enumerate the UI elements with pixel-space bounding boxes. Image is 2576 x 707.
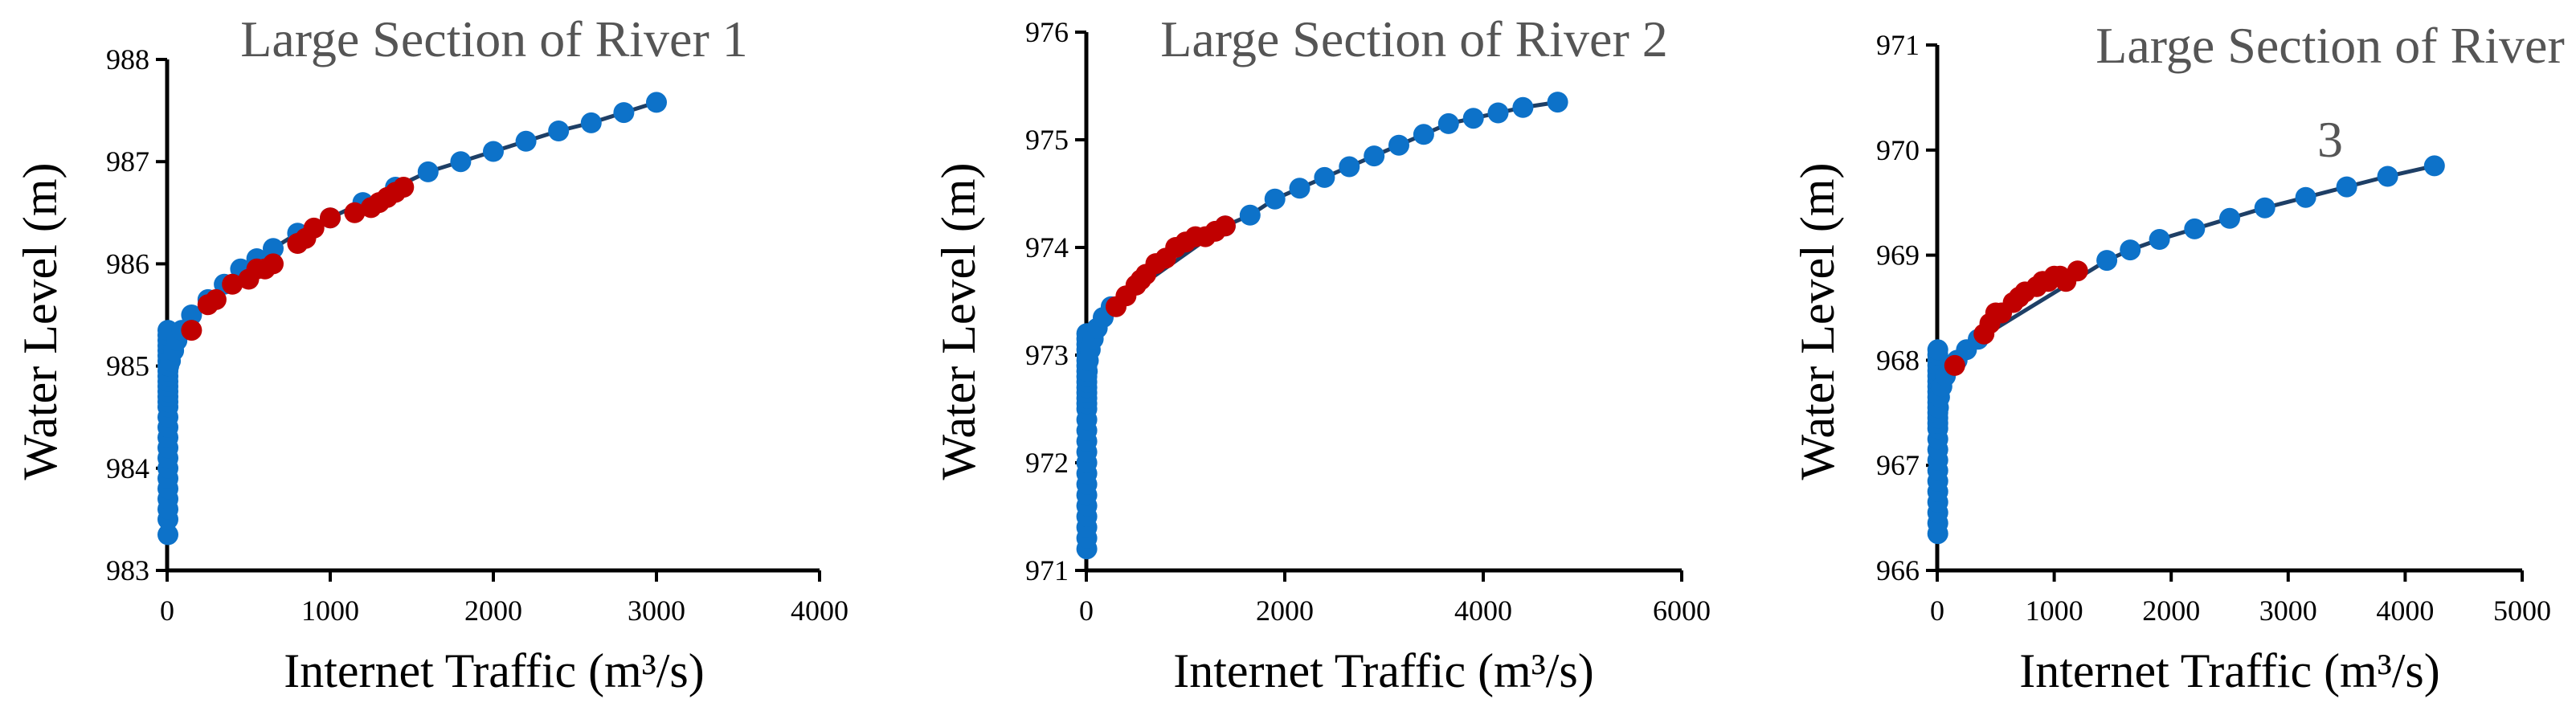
y-tick-label: 971 (1025, 554, 1069, 586)
fitted-point (483, 141, 504, 162)
fitted-point (613, 102, 635, 124)
fitted-point (2295, 186, 2316, 208)
fitted-point (2149, 229, 2170, 250)
fitted-point (181, 304, 202, 325)
rating-curve-line (1936, 163, 2435, 534)
x-tick-label: 3000 (628, 595, 685, 627)
fitted-point (1547, 92, 1568, 113)
measured-point (205, 288, 227, 310)
y-tick-label: 966 (1876, 554, 1920, 586)
x-tick-label: 0 (1079, 595, 1094, 627)
measured-point (263, 253, 284, 275)
chart-title: 3 (2317, 111, 2343, 168)
fitted-point (2254, 197, 2275, 219)
fitted-point (450, 151, 472, 173)
y-tick-label: 969 (1876, 239, 1920, 272)
measured-point (344, 202, 366, 223)
fitted-point (548, 121, 570, 141)
x-tick-label: 0 (160, 595, 174, 627)
fitted-point (1264, 188, 1286, 210)
y-tick-label: 983 (106, 554, 149, 586)
x-tick-label: 0 (1930, 595, 1944, 627)
y-tick-label: 987 (106, 145, 149, 178)
y-tick-label: 968 (1876, 344, 1920, 376)
measured-point (222, 273, 243, 295)
x-tick-label: 1000 (2026, 595, 2083, 627)
x-tick-label: 2000 (2142, 595, 2200, 627)
measured-point (393, 177, 415, 198)
x-tick-label: 6000 (1653, 595, 1711, 627)
fitted-point (417, 161, 439, 182)
fitted-point (2184, 218, 2206, 239)
y-tick-label: 974 (1025, 231, 1069, 264)
measured-point (1214, 215, 1236, 237)
fitted-point (1487, 102, 1509, 124)
x-tick-label: 4000 (2376, 595, 2434, 627)
measured-point (320, 207, 341, 229)
fitted-point (1388, 134, 1409, 156)
x-axis-title: Internet Traffic (m³/s) (284, 644, 704, 697)
y-tick-label: 970 (1876, 134, 1920, 166)
fitted-point (646, 92, 667, 113)
x-tick-label: 4000 (1454, 595, 1512, 627)
y-tick-label: 972 (1025, 447, 1069, 479)
y-axis-title: Water Level (m) (932, 163, 985, 480)
fitted-point (1927, 339, 1948, 361)
y-tick-label: 988 (106, 43, 149, 76)
rating-curve-line (166, 100, 657, 535)
fitted-point (1364, 145, 1385, 167)
chart-title: Large Section of River 2 (1160, 10, 1668, 67)
chart-title: Large Section of River (2096, 17, 2565, 74)
measured-point (1944, 354, 1965, 376)
x-tick-label: 3000 (2259, 595, 2317, 627)
fitted-point (1437, 112, 1459, 134)
y-tick-label: 967 (1876, 449, 1920, 481)
y-tick-label: 985 (106, 350, 149, 382)
y-tick-label: 984 (106, 452, 149, 484)
fitted-point (1462, 108, 1484, 129)
measured-point (2067, 260, 2088, 282)
measured-point (303, 217, 325, 239)
x-tick-label: 2000 (464, 595, 522, 627)
y-tick-label: 975 (1025, 124, 1069, 156)
fitted-point (515, 130, 537, 152)
x-tick-label: 4000 (791, 595, 848, 627)
y-axis-title: Water Level (m) (1791, 163, 1844, 480)
fitted-point (2336, 176, 2357, 198)
x-tick-label: 2000 (1256, 595, 1314, 627)
x-axis-title: Internet Traffic (m³/s) (2019, 644, 2439, 697)
fitted-point (1239, 204, 1261, 226)
y-tick-label: 986 (106, 247, 149, 280)
chart-1: 983 984 985 986 987 988 0 1000 2000 3000 4000 Large… (14, 10, 848, 697)
x-tick-label: 5000 (2493, 595, 2551, 627)
chart-title: Large Section of River 1 (240, 10, 748, 67)
y-tick-label: 971 (1876, 29, 1920, 61)
chart-2: 971 972 973 974 975 976 0 2000 4000 6000 Large Sec… (932, 10, 1711, 697)
y-axis-title: Water Level (m) (14, 163, 67, 480)
fitted-point (1289, 178, 1310, 199)
chart-3: 966 967 968 969 970 971 0 1000 2000 3000 4000 5000 L… (1791, 17, 2565, 697)
fitted-point (2219, 207, 2240, 229)
fitted-point (2377, 166, 2398, 187)
x-axis-title: Internet Traffic (m³/s) (1173, 644, 1593, 697)
y-tick-label: 973 (1025, 339, 1069, 371)
fitted-point (1339, 156, 1360, 178)
fitted-point (157, 524, 178, 546)
measured-point (181, 320, 202, 341)
fitted-point (2120, 239, 2141, 261)
fitted-point (2423, 155, 2445, 177)
fitted-point (263, 238, 284, 260)
fitted-point (580, 112, 602, 133)
y-tick-label: 976 (1025, 16, 1069, 48)
fitted-point (1314, 166, 1335, 188)
fitted-point (1413, 124, 1434, 145)
fitted-point (1512, 96, 1534, 118)
x-tick-label: 1000 (301, 595, 359, 627)
fitted-point (2096, 250, 2118, 272)
